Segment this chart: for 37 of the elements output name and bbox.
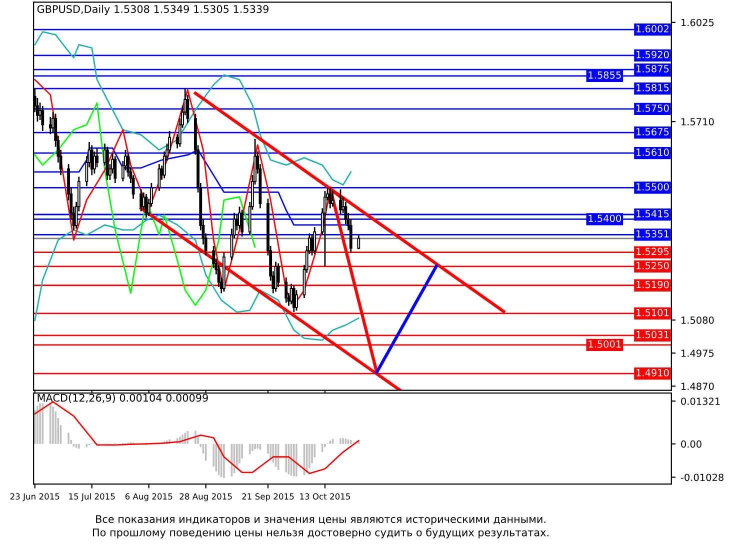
y-tick-label: 1.4975 xyxy=(681,350,714,357)
y-tick-label: 1.6025 xyxy=(681,18,714,26)
ref-line-label: 1.5675 xyxy=(636,128,669,136)
x-tick-label: 15 Jul 2015 xyxy=(69,493,115,502)
ref-line-label: 1.5815 xyxy=(636,84,669,92)
ref-line-label: 1.6002 xyxy=(636,25,669,32)
x-tick-label: 13 Oct 2015 xyxy=(300,493,350,500)
y-tick-label: 1.5080 xyxy=(681,316,714,324)
ref-line-label: 1.5500 xyxy=(636,183,669,191)
ref-line-label: 1.5031 xyxy=(636,330,669,338)
ref-line-label: 1.5855 xyxy=(588,71,621,79)
ref-line-label: 1.5295 xyxy=(636,248,669,256)
y-tick-label: -0.01028 xyxy=(680,474,724,482)
ref-line-label: 1.5400 xyxy=(588,214,622,222)
x-tick-label: 6 Aug 2015 xyxy=(125,493,172,502)
ref-line-label: 1.5190 xyxy=(636,280,669,288)
ref-line-label: 1.5001 xyxy=(588,340,621,348)
x-tick-label: 23 Jun 2015 xyxy=(10,493,60,502)
ref-line-label: 1.5920 xyxy=(636,50,669,58)
text: По прошлому поведению цены нельзя достоверно судить о будущих результатах. xyxy=(93,528,548,538)
ref-line-label: 1.4910 xyxy=(636,369,669,376)
text: Все показания индикаторов и значения цены являются историческими данными. xyxy=(96,515,546,526)
ref-line-label: 1.5610 xyxy=(636,148,669,156)
y-tick-label: 0.00 xyxy=(681,440,702,448)
y-tick-label: 1.4870 xyxy=(681,382,714,390)
x-tick-label: 28 Aug 2015 xyxy=(180,493,232,502)
chart-title: GBPUSD,Daily 1.5308 1.5349 1.5305 1.5339 xyxy=(37,4,268,16)
chart-title: MACD(12,26,9) 0.00104 0.00099 xyxy=(38,394,208,403)
ref-line-label: 1.5875 xyxy=(636,65,669,72)
y-tick-label: 1.5710 xyxy=(681,118,714,126)
x-tick-label: 21 Sep 2015 xyxy=(242,493,294,502)
ref-line-label: 1.5415 xyxy=(636,210,669,218)
ref-line-label: 1.5250 xyxy=(636,262,669,270)
ref-line-label: 1.5351 xyxy=(636,230,669,238)
ref-line-label: 1.5101 xyxy=(636,308,669,316)
y-tick-label: 0.01321 xyxy=(681,398,720,405)
ref-line-label: 1.5750 xyxy=(636,104,669,112)
